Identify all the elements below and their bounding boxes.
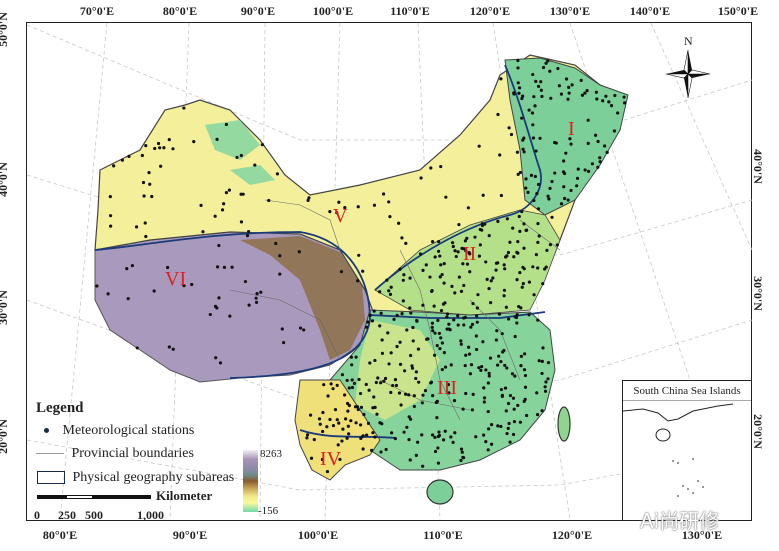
- region-label: IV: [320, 448, 342, 470]
- elevation-min: -156: [258, 505, 279, 517]
- bottom-tick-label: 120°0'E: [551, 528, 593, 542]
- bottom-tick-label: 90°0'E: [172, 528, 208, 542]
- elevation-colorbar: [243, 450, 258, 512]
- top-tick-label: 70°0'E: [79, 4, 115, 18]
- inset-title: South China Sea Islands: [623, 381, 751, 401]
- top-tick-label: 80°0'E: [162, 4, 198, 18]
- legend-label: Physical geography subareas: [72, 470, 235, 485]
- top-tick-label: 150°0'E: [717, 4, 759, 18]
- line-icon: [36, 453, 64, 455]
- legend-label: Provincial boundaries: [71, 446, 194, 461]
- bottom-tick-label: 100°0'E: [297, 528, 339, 542]
- bottom-tick-label: 110°0'E: [423, 528, 463, 542]
- region-label: II: [463, 243, 477, 265]
- bottom-tick-label: 130°0'E: [681, 528, 723, 542]
- legend-item-subareas: Physical geography subareas: [37, 470, 234, 486]
- region-label: I: [568, 118, 575, 140]
- scale-label-1000: 1,000: [137, 508, 164, 522]
- region-label: VI: [165, 268, 187, 290]
- scale-label-250: 250: [58, 508, 76, 522]
- top-tick-label: 130°0'E: [549, 4, 591, 18]
- inset-map: [622, 403, 734, 497]
- taiwan-island: [557, 406, 571, 442]
- region-label: V: [333, 205, 348, 227]
- elevation-max: 8263: [260, 448, 282, 460]
- top-tick-label: 90°0'E: [240, 4, 276, 18]
- top-tick-label: 100°0'E: [312, 4, 354, 18]
- scale-label-500: 500: [85, 508, 103, 522]
- region-iv-area: [294, 379, 381, 481]
- meteorological-stations: [95, 58, 627, 474]
- hainan-island: [426, 479, 454, 505]
- dot-icon: [44, 428, 49, 434]
- top-tick-label: 140°0'E: [629, 4, 671, 18]
- scale-unit: Kilometer: [156, 488, 213, 503]
- legend-title: Legend: [36, 400, 84, 416]
- legend-item-boundaries: Provincial boundaries: [36, 446, 194, 462]
- legend-item-stations: Meteorological stations: [44, 423, 194, 439]
- legend: Legend: [36, 400, 84, 417]
- scale-label-0: 0: [34, 508, 40, 522]
- box-icon: [37, 471, 65, 485]
- top-tick-label: 110°0'E: [390, 4, 430, 18]
- south-china-sea-inset: South China Sea Islands: [622, 380, 752, 521]
- map-frame: [26, 22, 752, 521]
- legend-label: Meteorological stations: [62, 423, 195, 438]
- north-label: N: [684, 34, 693, 48]
- region-label: III: [437, 377, 457, 399]
- provincial-boundaries: [229, 199, 561, 421]
- north-arrow-icon: [665, 49, 711, 99]
- bottom-tick-label: 80°0'E: [42, 528, 78, 542]
- watermark: Ai尚研修: [640, 509, 720, 533]
- top-tick-label: 120°0'E: [469, 4, 511, 18]
